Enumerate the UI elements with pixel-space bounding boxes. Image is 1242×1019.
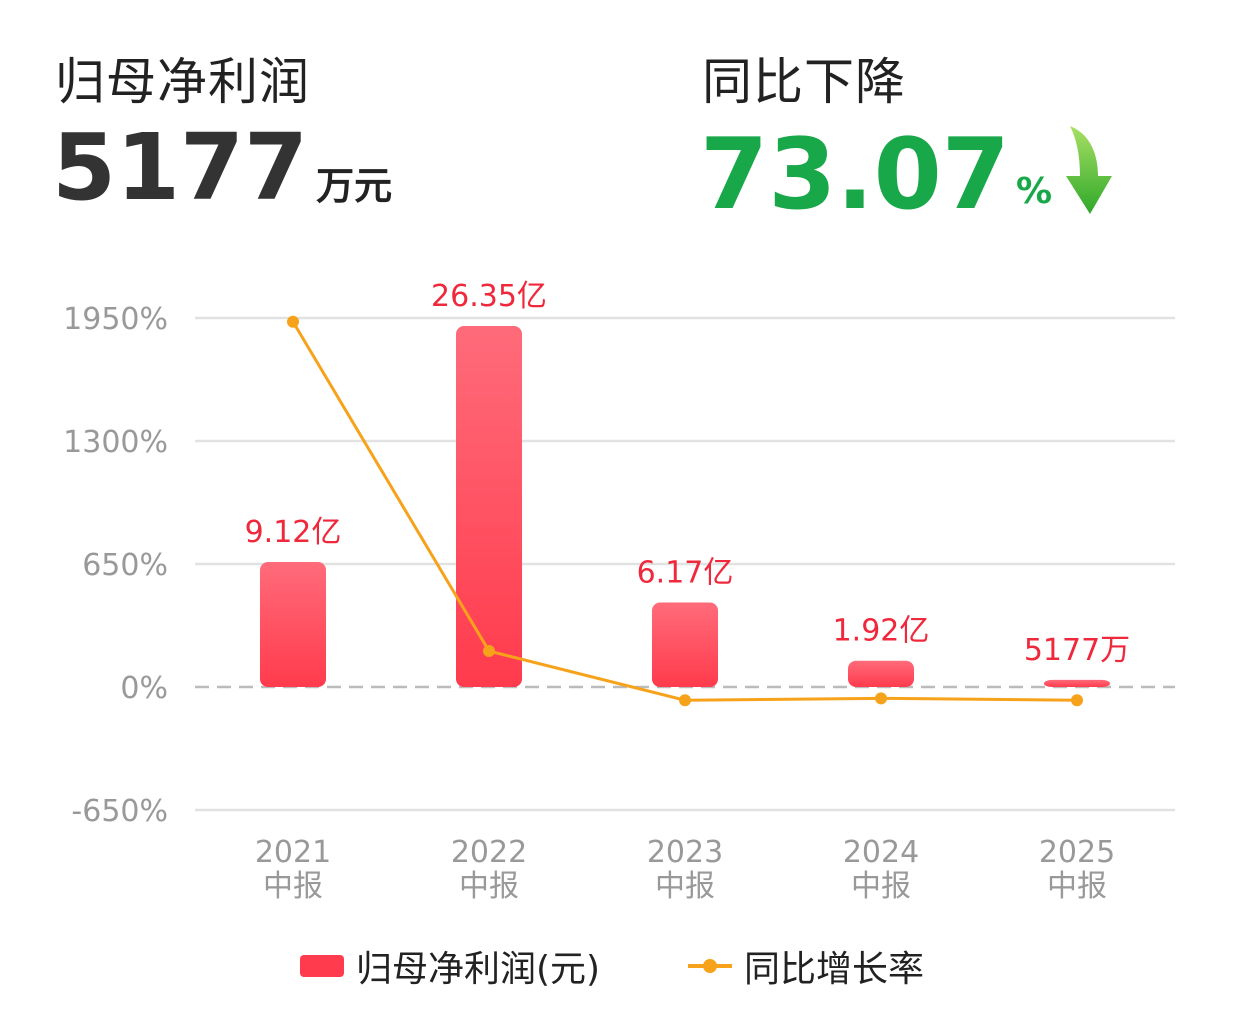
legend-item-growth-rate[interactable]: 同比增长率 [688, 940, 924, 992]
x-tick-label-period: 中报 [1047, 869, 1107, 904]
legend-label-net-profit: 归母净利润(元) [356, 949, 601, 990]
down-arrow-icon [1060, 124, 1122, 220]
x-tick-label-year: 2025 [1039, 835, 1115, 870]
net-profit-value: 5177 [52, 114, 309, 221]
yoy-change-value: 73.07 [700, 118, 1010, 232]
growth-point [679, 694, 691, 707]
growth-point [287, 315, 299, 328]
yoy-change-group: 73.07% [700, 124, 1122, 224]
yoy-change-percent-sign: % [1015, 171, 1053, 212]
x-tick-label-period: 中报 [851, 869, 911, 904]
y-tick-label: 1950% [63, 302, 168, 337]
y-tick-label: 1300% [63, 425, 168, 460]
bar-value-label: 9.12亿 [245, 515, 342, 550]
growth-point [1071, 694, 1083, 707]
growth-point [483, 645, 495, 658]
y-tick-label: 0% [120, 671, 168, 706]
chart: 1950%1300%650%0%-650%9.12亿2021中报26.35亿20… [63, 279, 1175, 904]
net-profit-value-group: 5177 万元 [52, 122, 392, 214]
x-tick-label-year: 2021 [255, 835, 331, 870]
y-tick-label: -650% [71, 794, 168, 829]
y-tick-label: 650% [82, 548, 168, 583]
bar-value-label: 1.92亿 [833, 614, 930, 649]
bar [848, 660, 914, 687]
bar-value-label: 5177万 [1024, 633, 1130, 668]
x-tick-label-period: 中报 [459, 869, 519, 904]
legend-bar-swatch [300, 955, 344, 977]
x-tick-label-year: 2024 [843, 835, 919, 870]
growth-point [875, 692, 887, 705]
x-tick-label-period: 中报 [263, 869, 323, 904]
bar-value-label: 6.17亿 [637, 555, 734, 590]
bar [1044, 679, 1110, 687]
bar [260, 562, 326, 687]
net-profit-unit: 万元 [316, 164, 393, 208]
legend-line-swatch [688, 955, 732, 977]
bar-value-label: 26.35亿 [431, 279, 547, 314]
legend-label-growth-rate: 同比增长率 [744, 949, 925, 990]
bar [652, 602, 718, 687]
bar [456, 326, 522, 687]
yoy-change-label: 同比下降 [702, 53, 906, 111]
legend-item-net-profit[interactable]: 归母净利润(元) [300, 940, 600, 992]
x-tick-label-period: 中报 [655, 869, 715, 904]
x-tick-label-year: 2022 [451, 835, 527, 870]
net-profit-title: 归母净利润 [55, 53, 310, 111]
x-tick-label-year: 2023 [647, 835, 723, 870]
legend: 归母净利润(元) 同比增长率 [0, 940, 1242, 990]
